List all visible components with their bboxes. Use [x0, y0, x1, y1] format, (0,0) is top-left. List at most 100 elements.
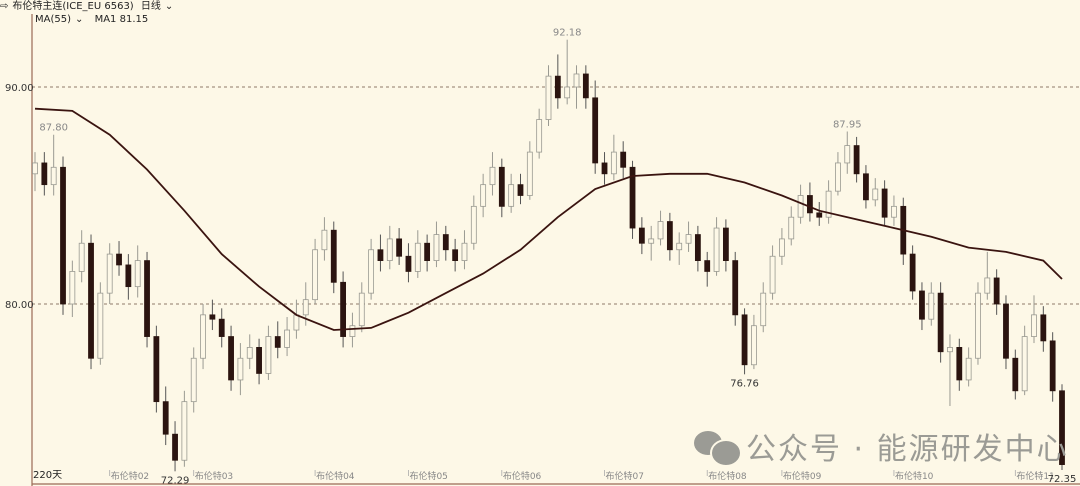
price-annotation: 87.80 [39, 123, 68, 134]
x-tick-label: 布伦特06 [503, 470, 542, 482]
candle-up [975, 292, 981, 359]
indicator-name: MA(55) [35, 14, 71, 25]
candle-up [349, 325, 356, 337]
candle-up [50, 166, 57, 186]
candle-up [293, 314, 300, 331]
price-annotation: 72.29 [161, 475, 190, 486]
candle-up [433, 234, 440, 261]
candle-down [172, 433, 178, 461]
chart-header: ⇨ 布伦特主连(ICE_EU 6563) 日线 ⌄ [0, 0, 181, 13]
candle-down [666, 221, 673, 251]
period-label: 日线 [140, 1, 161, 12]
period-count-label: 220天 [33, 470, 62, 481]
x-tick-label: 布伦特08 [708, 470, 747, 482]
watermark-text: 公众号 · 能源研发中心 [746, 432, 1069, 467]
candle-down [405, 255, 412, 272]
price-annotation: 72.35 [1048, 474, 1077, 485]
indicator-value: MA1 81.15 [94, 14, 149, 25]
candle-down [340, 281, 347, 337]
candle-down [162, 401, 169, 435]
candle-down [638, 227, 645, 244]
candle-up [685, 234, 692, 244]
candle-up [489, 166, 496, 186]
candle-down [554, 75, 561, 99]
candle-up [358, 292, 365, 327]
candle-up [928, 292, 935, 320]
x-tick-label: 布伦特04 [316, 470, 355, 482]
candle-up [835, 162, 841, 192]
candle-up [872, 188, 879, 201]
candle-up [648, 238, 655, 244]
period-selector[interactable]: 日线 ⌄ [141, 1, 177, 12]
candle-down [228, 336, 234, 381]
candle-up [480, 184, 487, 207]
x-tick-label: 布伦特07 [606, 470, 644, 482]
candle-down [853, 145, 860, 175]
x-tick-label: 布伦特02 [111, 470, 149, 482]
candle-down [330, 229, 337, 283]
candle-up [965, 357, 972, 381]
candle-down [209, 314, 216, 320]
candle-up [676, 242, 683, 251]
y-tick-label: 90.00 [5, 83, 34, 94]
candle-down [807, 195, 813, 214]
candle-down [256, 346, 262, 374]
candle-down [993, 277, 1000, 305]
candle-up [769, 255, 776, 294]
candle-up [1021, 336, 1028, 392]
candle-down [592, 97, 599, 164]
candle-up [69, 271, 76, 305]
candle-down [704, 260, 711, 272]
candle-down [517, 184, 524, 196]
candle-up [844, 145, 851, 164]
candle-down [1012, 357, 1019, 392]
x-tick-label: 布伦特03 [195, 470, 233, 482]
candle-up [1031, 314, 1037, 337]
candle-up [788, 216, 795, 240]
candle-down [956, 346, 963, 381]
candle-up [984, 277, 991, 294]
candle-up [302, 299, 309, 316]
candle-down [125, 264, 132, 288]
candle-up [190, 357, 197, 403]
candle-down [741, 314, 748, 366]
x-tick-label: 布伦特10 [895, 470, 934, 482]
candle-down [396, 238, 403, 257]
watermark: 公众号 · 能源研发中心 [694, 424, 1069, 468]
candle-down [722, 227, 729, 262]
arrow-right-icon[interactable]: ⇨ [0, 1, 9, 12]
candle-up [246, 346, 253, 359]
candle-down [1040, 314, 1047, 342]
candle-down [41, 162, 48, 186]
candle-down [732, 260, 739, 316]
candle-up [508, 184, 515, 207]
candle-down [88, 242, 94, 359]
symbol-title[interactable]: 布伦特主连(ICE_EU 6563) [12, 1, 134, 12]
candle-down [881, 188, 888, 218]
candle-down [1003, 303, 1009, 359]
candle-down [60, 166, 66, 305]
candle-up [779, 238, 785, 257]
candle-down [582, 73, 589, 99]
candle-up [284, 329, 290, 348]
candle-up [713, 227, 720, 272]
candle-up [825, 190, 832, 218]
candle-up [461, 242, 468, 262]
x-tick-label: 布伦特09 [783, 470, 822, 482]
candle-up [470, 205, 477, 244]
candle-down [1049, 340, 1056, 392]
candle-down [816, 212, 823, 218]
candle-down [452, 249, 459, 262]
candle-up [78, 242, 85, 272]
candle-down [153, 336, 160, 403]
candle-down [694, 234, 701, 261]
candle-up [573, 73, 580, 88]
indicator-selector[interactable]: MA(55) ⌄ [35, 14, 87, 25]
candle-up [564, 86, 571, 99]
x-tick-label: 布伦特05 [409, 470, 447, 482]
y-tick-label: 80.00 [5, 300, 34, 311]
wechat-icon [694, 429, 742, 467]
candle-down [620, 151, 627, 168]
candle-up [368, 249, 375, 294]
